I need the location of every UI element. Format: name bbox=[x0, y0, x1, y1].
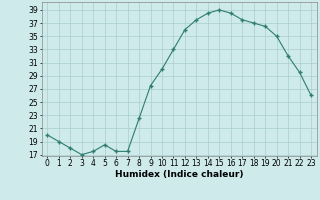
X-axis label: Humidex (Indice chaleur): Humidex (Indice chaleur) bbox=[115, 170, 244, 179]
